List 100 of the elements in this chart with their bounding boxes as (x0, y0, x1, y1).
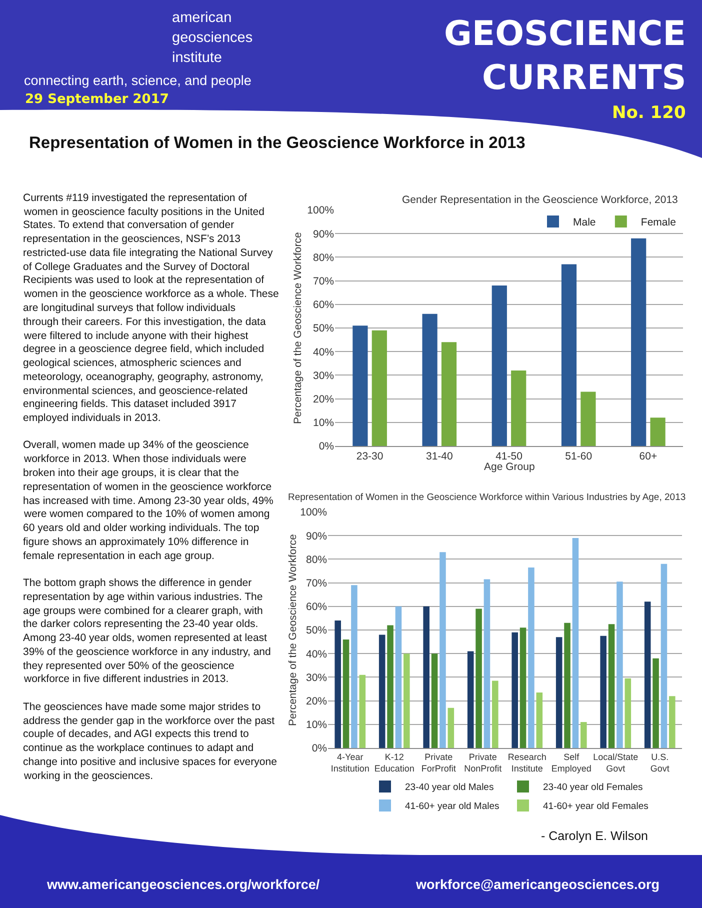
legend-label: 23-40 year old Males (405, 782, 494, 794)
text: 29 September 2017 (25, 92, 169, 107)
y-axis-title: Percentage of the Geoscience Workforce (287, 534, 299, 726)
x-tick-label: K-12 Education (374, 752, 414, 774)
y-tick-label: 40% (306, 648, 327, 660)
text: GEOSCIENCE CURRENTS (444, 14, 686, 98)
bar (352, 326, 368, 446)
x-tick-label: Private ForProfit (421, 752, 456, 774)
x-tick-label: 23-30 (356, 450, 384, 463)
y-tick-label: 10% (312, 417, 334, 430)
text: - Carolyn E. Wilson (541, 829, 648, 843)
x-tick-label: 60+ (639, 450, 658, 463)
y-tick-label: 50% (306, 624, 327, 637)
bar (448, 708, 454, 748)
bar (644, 602, 651, 748)
text: Overall, women made up 34% of the geoscience workforce in 2013. When those individuals were broken into their age groups, it is clear that the representation of women in the geoscience workforce has increased with time. Among 23-30 year olds, 49% were women compared to the 10% of women among 60 years old and older working individuals. The top figure shows an approximately 10% difference in female representation in each age group. (23, 439, 274, 562)
bar (467, 651, 474, 748)
bar (440, 552, 446, 748)
bar (404, 654, 410, 748)
bar (556, 637, 562, 748)
chart-title: Gender Representation in the Geoscience Workforce, 2013 (402, 194, 678, 206)
legend-label: Female (640, 216, 676, 229)
bar (616, 582, 623, 748)
y-tick-label: 70% (312, 275, 334, 288)
bar (660, 564, 668, 748)
text: workforce@americangeosciences.org (415, 877, 660, 892)
bar (422, 314, 438, 446)
bar (536, 692, 543, 748)
bar (372, 330, 387, 446)
y-tick-label: 90% (312, 228, 334, 240)
text: No. 120 (612, 103, 686, 123)
bar (572, 538, 579, 748)
text: The bottom graph shows the difference in gender representation by age within various industries. The age groups were combined for a clearer graph, with the darker colors representing the 23-40 year olds. Among 23-40 year olds, women represented at least 39% of the geoscience workforce in any industry, and they represented over 50% of the geoscience workforce in five different industries in 2013. (23, 577, 272, 685)
y-tick-label: 80% (312, 252, 334, 264)
x-tick-label: Self Employed (551, 752, 592, 774)
bar (650, 418, 666, 446)
y-tick-label: 70% (306, 577, 327, 590)
x-tick-label: 31-40 (426, 450, 453, 463)
y-tick-label: 50% (312, 322, 334, 335)
text: american geosciences institute (172, 10, 253, 66)
text: Currents #119 investigated the representation of women in geoscience faculty positions in the United States. To extend that conversation of gender representation in the geosciences, NSF’s 2013 restricted-use data file integrating the National Survey of College Graduates and the Survey of Doctoral Recipients was used to look at the representation of women in the geoscience workforce as a whole. These are longitudinal surveys that follow individuals through their careers. For this investigation, the data were filtered to include anyone with their highest degree in a geoscience degree field, which included geological sciences, atmospheric sciences and meteorology, oceanography, geography, astronomy, environmental sciences, and geoscience-related engineering fields. This dataset included 3917 employed individuals in 2013. (23, 192, 279, 424)
y-tick-label: 30% (312, 370, 334, 382)
bar (431, 654, 438, 748)
bar (423, 606, 430, 748)
y-tick-label: 0% (318, 440, 334, 453)
bar (608, 624, 615, 748)
y-tick-label: 60% (312, 299, 334, 312)
y-tick-label: 10% (306, 719, 327, 732)
bar (492, 680, 498, 748)
x-tick-label: Local/State Govt (593, 752, 638, 774)
bar (631, 238, 646, 446)
y-tick-label: 60% (306, 601, 327, 614)
y-tick-label: 30% (306, 672, 327, 684)
bar (511, 370, 526, 446)
text: connecting earth, science, and people (24, 73, 252, 88)
y-axis-title: Percentage of the Geoscience Workforce (292, 232, 304, 424)
bar (378, 634, 386, 748)
bar (484, 579, 490, 748)
x-tick-label: U.S. Govt (650, 752, 670, 774)
text: www.americangeosciences.org/workforce/ (46, 877, 320, 892)
x-tick-label: 41-50 (496, 450, 523, 463)
chart-title: Representation of Women in the Geoscience Workforce within Various Industries by Age, 2013 (288, 492, 686, 503)
bar (476, 608, 482, 748)
legend-label: Male (573, 216, 596, 229)
y-tick-label: 20% (312, 393, 334, 406)
y-tick-label: 20% (306, 695, 327, 708)
bar (492, 286, 507, 446)
legend-label: 41-60+ year old Females (543, 801, 649, 812)
bar (395, 606, 402, 748)
bar (652, 658, 659, 748)
x-axis-title: Age Group (484, 461, 535, 473)
bar (528, 567, 534, 748)
bar (441, 342, 457, 446)
bar (600, 636, 606, 748)
bar (580, 392, 596, 446)
legend-label: 23-40 year old Females (543, 782, 644, 794)
bar (512, 632, 518, 748)
x-tick-label: 4-Year Institution (330, 752, 370, 774)
y-tick-label: 90% (306, 530, 327, 542)
y-tick-label: 0% (312, 742, 327, 755)
bar (580, 722, 587, 748)
bar (520, 628, 526, 748)
bar (342, 639, 350, 748)
text: Representation of Women in the Geoscience Workforce in 2013 (29, 134, 526, 152)
bar (669, 696, 676, 748)
bar (564, 622, 570, 748)
y-tick-label: 100% (300, 506, 327, 519)
legend-label: 41-60+ year old Males (405, 801, 500, 812)
bar (351, 585, 358, 748)
y-tick-label: 100% (307, 204, 334, 217)
bar (359, 674, 366, 748)
bar (334, 620, 341, 748)
y-tick-label: 80% (306, 554, 327, 566)
bar (624, 678, 632, 748)
x-tick-label: Research Institute (508, 752, 546, 774)
x-tick-label: Private NonProfit (464, 752, 502, 774)
y-tick-label: 40% (312, 346, 334, 358)
text: The geosciences have made some major strides to address the gender gap in the workforce over the past couple of decades, and AGI expects this trend to continue as the workplace continues to adapt and change into positive and inclusive spaces for everyone working in the geosciences. (23, 701, 278, 782)
bar (561, 264, 577, 446)
x-tick-label: 51-60 (565, 450, 592, 463)
